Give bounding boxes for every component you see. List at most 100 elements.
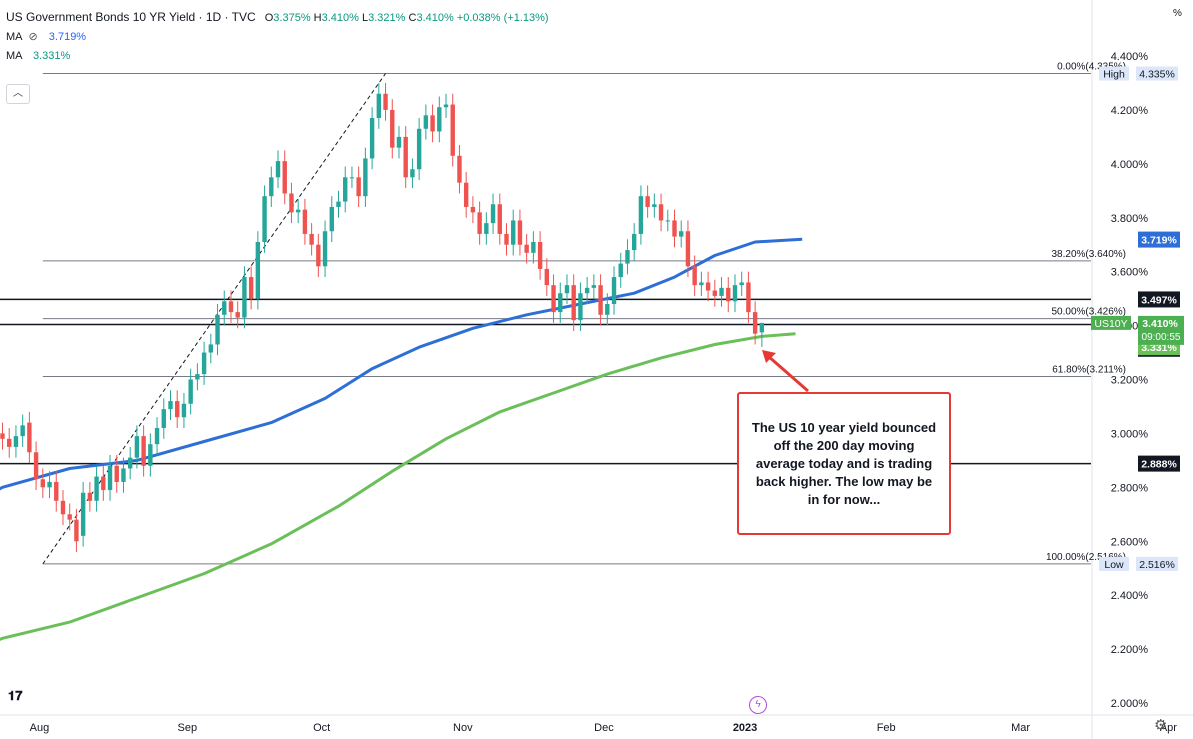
candle-body bbox=[235, 312, 240, 318]
fib-level-label: 61.80%(3.211%) bbox=[1052, 365, 1126, 376]
legend-ma100-value: 3.719% bbox=[48, 31, 87, 43]
y-tick-label: 2.000% bbox=[1111, 698, 1149, 710]
gear-icon[interactable]: ⚙ bbox=[1154, 717, 1168, 734]
candle-body bbox=[195, 374, 200, 380]
y-tick-label: 4.000% bbox=[1111, 159, 1149, 171]
candle-body bbox=[430, 115, 435, 132]
candle-body bbox=[27, 422, 32, 453]
candle-body bbox=[591, 285, 597, 288]
candle-body bbox=[154, 428, 160, 445]
symbol-tag-text: US10Y bbox=[1094, 318, 1127, 330]
candle-body bbox=[13, 436, 19, 447]
legend-ma200[interactable]: MA 3.331% bbox=[6, 50, 71, 62]
candle-body bbox=[558, 293, 563, 313]
legend-ohlc: O3.375% H3.410% L3.321% C3.410% +0.038% … bbox=[264, 12, 549, 24]
eye-hidden-icon[interactable]: ⊘ bbox=[28, 31, 38, 43]
candle-body bbox=[739, 282, 744, 286]
low-tag-bg bbox=[1099, 556, 1129, 571]
candle-body bbox=[410, 169, 415, 178]
candle-body bbox=[551, 285, 556, 313]
candle-body bbox=[423, 115, 429, 129]
candle-body bbox=[531, 242, 536, 253]
candle-body bbox=[658, 204, 664, 221]
candle-body bbox=[295, 209, 301, 213]
candle-body bbox=[396, 136, 402, 148]
price-tag-text: 3.410% bbox=[1142, 318, 1178, 330]
candle-body bbox=[746, 282, 751, 313]
candle-body bbox=[168, 401, 173, 410]
candle-body bbox=[309, 233, 314, 245]
lightning-icon[interactable]: ϟ bbox=[749, 696, 767, 714]
hline-2888-tag-text: 2.888% bbox=[1141, 459, 1177, 471]
annotation-text: The US 10 year yield bounced off the 200… bbox=[751, 419, 937, 507]
candle-body bbox=[732, 285, 738, 302]
candle-body bbox=[282, 161, 287, 194]
candle-body bbox=[759, 322, 765, 333]
x-tick-label: Nov bbox=[453, 722, 473, 734]
candle-body bbox=[605, 304, 610, 315]
candle-body bbox=[578, 293, 583, 321]
candle-body bbox=[242, 277, 247, 318]
candle-body bbox=[679, 231, 684, 237]
low-tag-text: Low bbox=[1104, 559, 1124, 571]
high-tag-bg bbox=[1099, 66, 1129, 81]
candle-body bbox=[692, 266, 697, 286]
candle-body bbox=[477, 212, 482, 234]
candle-body bbox=[712, 290, 718, 296]
legend-ma100[interactable]: MA ⊘ 3.719% bbox=[6, 28, 549, 47]
annotation-arrow-head bbox=[762, 350, 776, 363]
candle-body bbox=[87, 492, 93, 501]
fib-level-label: 100.00%(2.516%) bbox=[1046, 552, 1126, 563]
legend-ma200-value: 3.331% bbox=[32, 50, 71, 62]
candle-body bbox=[222, 301, 227, 315]
candle-body bbox=[7, 438, 12, 447]
high-tag-text: High bbox=[1103, 69, 1125, 81]
x-tick-label: Sep bbox=[178, 722, 198, 734]
candle-body bbox=[618, 263, 623, 278]
candle-body bbox=[403, 136, 408, 178]
candle-body bbox=[504, 233, 509, 245]
candle-body bbox=[631, 233, 637, 251]
annotation-box: The US 10 year yield bounced off the 200… bbox=[737, 392, 951, 535]
candle-body bbox=[611, 277, 617, 305]
candle-body bbox=[134, 436, 140, 458]
candle-body bbox=[544, 268, 550, 286]
hline-3497-tag-text: 3.497% bbox=[1141, 294, 1177, 306]
candle-body bbox=[215, 314, 220, 345]
candle-body bbox=[363, 158, 368, 197]
candle-body bbox=[699, 282, 704, 286]
candle-body bbox=[457, 155, 462, 183]
candle-body bbox=[74, 519, 79, 542]
candle-body bbox=[141, 436, 146, 466]
candle-body bbox=[705, 282, 711, 291]
candle-body bbox=[188, 379, 193, 404]
candle-body bbox=[383, 93, 388, 110]
candle-body bbox=[672, 220, 677, 237]
legend-change: +0.038% (+1.13%) bbox=[456, 12, 549, 24]
candle-body bbox=[416, 128, 422, 170]
candle-body bbox=[175, 401, 180, 418]
y-tick-label: 3.200% bbox=[1111, 375, 1149, 387]
candle-body bbox=[564, 285, 570, 294]
price-tag-bg bbox=[1138, 315, 1184, 345]
candle-body bbox=[248, 277, 254, 299]
legend-title: US Government Bonds 10 YR Yield · 1D · T… bbox=[6, 10, 256, 24]
y-tick-label: 3.800% bbox=[1111, 213, 1149, 225]
candle-body bbox=[161, 409, 166, 429]
tradingview-logo-icon[interactable]: 𝟏𝟕 bbox=[8, 688, 23, 703]
candle-body bbox=[470, 206, 476, 213]
y-tick-label: 4.200% bbox=[1111, 105, 1149, 117]
ma100-line bbox=[0, 237, 803, 491]
x-tick-label: Oct bbox=[313, 722, 330, 734]
collapse-legend-button[interactable]: ︿ bbox=[6, 84, 30, 104]
candle-body bbox=[228, 301, 234, 313]
x-tick-label: Apr bbox=[1160, 722, 1177, 734]
candle-body bbox=[450, 104, 455, 156]
candle-body bbox=[127, 457, 133, 469]
percent-unit-label: % bbox=[1173, 8, 1182, 19]
low-value-text: 2.516% bbox=[1139, 559, 1175, 571]
ma200-line bbox=[0, 332, 796, 641]
annotation-arrow-line bbox=[767, 354, 809, 393]
candle-body bbox=[316, 244, 321, 267]
